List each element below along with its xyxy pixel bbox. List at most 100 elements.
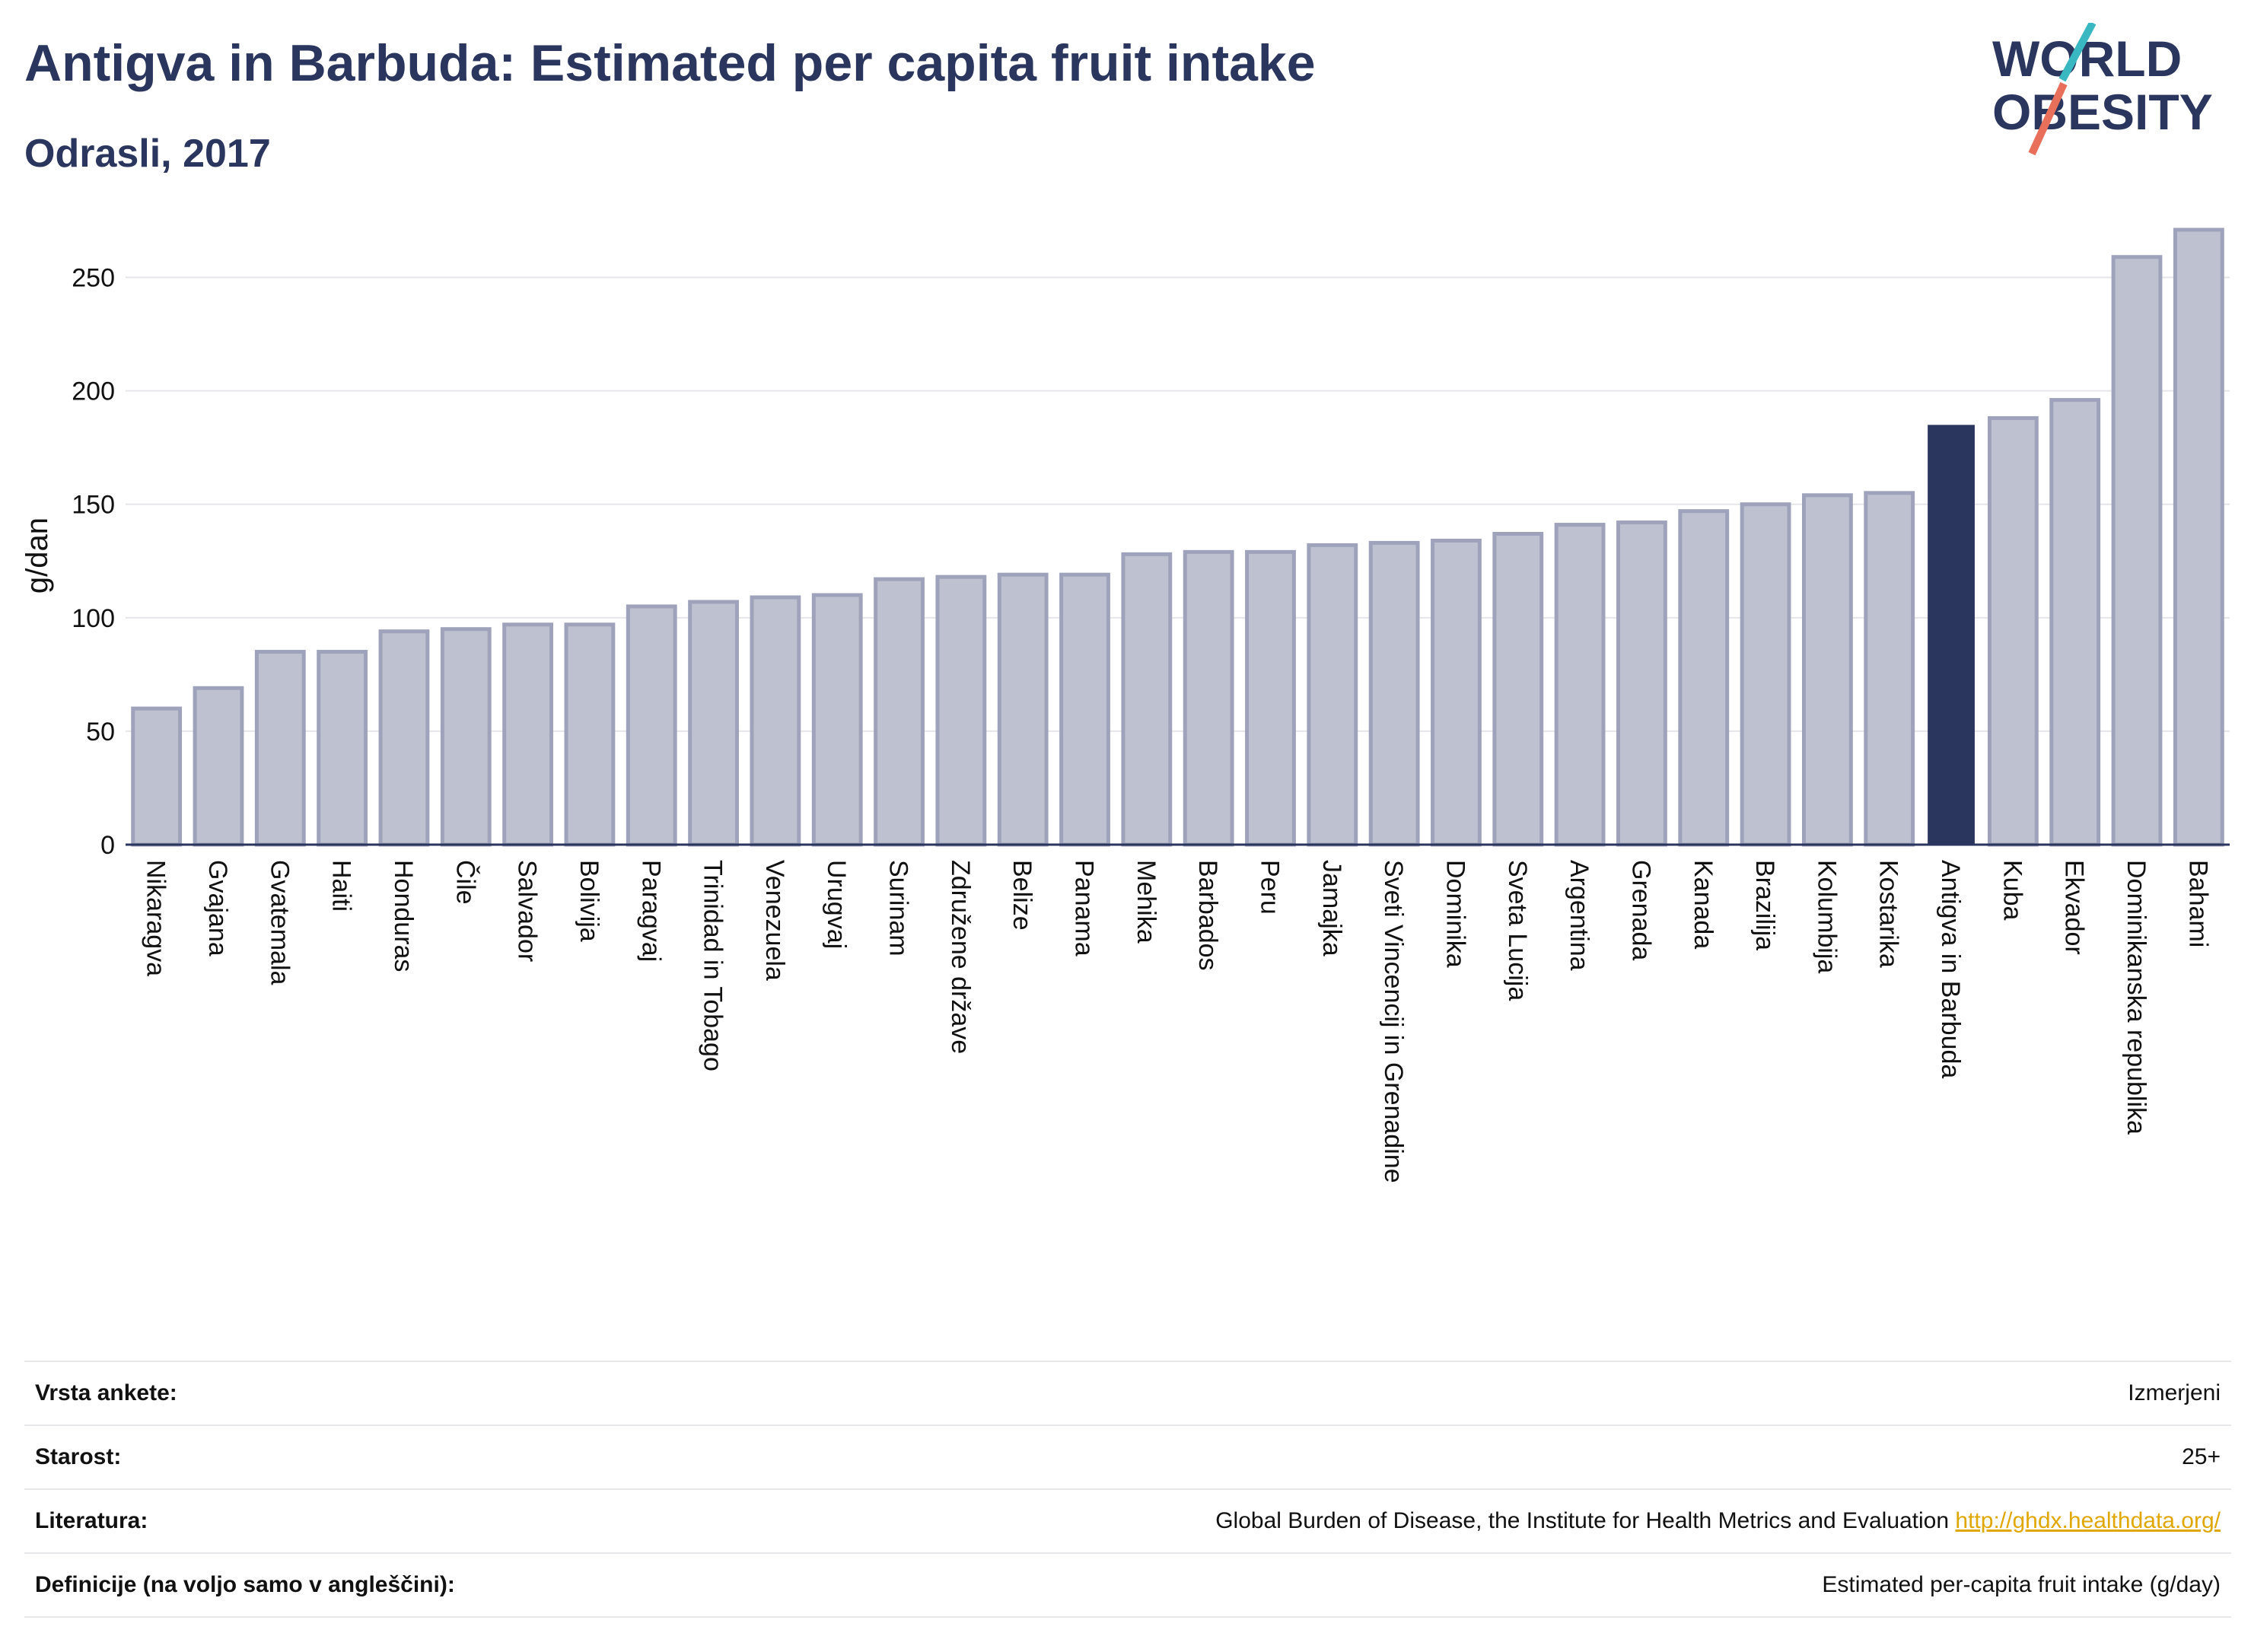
x-tick-label: Jamajka — [1317, 860, 1346, 957]
x-tick-label: Venezuela — [760, 860, 789, 981]
x-tick-label: Nikaragva — [142, 860, 170, 976]
x-tick-label: Grenada — [1626, 860, 1655, 960]
bar — [378, 629, 430, 847]
x-tick-label: Trinidad in Tobago — [699, 860, 728, 1071]
bar — [440, 627, 492, 847]
x-tick-label: Barbados — [1193, 860, 1222, 971]
bar — [1616, 520, 1667, 847]
info-value: Estimated per-capita fruit intake (g/day… — [687, 1552, 2231, 1618]
info-key: Literatura: — [24, 1488, 688, 1553]
x-tick-label: Peru — [1255, 860, 1284, 915]
bar — [1492, 531, 1544, 847]
x-tick-label: Bahami — [2183, 860, 2212, 947]
bar — [1801, 493, 1853, 847]
bar — [1307, 543, 1358, 847]
bar-highlight — [1928, 425, 1975, 845]
bar — [2111, 255, 2163, 847]
x-tick-label: Kanada — [1689, 860, 1718, 949]
y-tick-label: 250 — [72, 264, 115, 293]
bar — [750, 595, 801, 847]
info-table: Vrsta ankete: Izmerjeni Starost: 25+ Lit… — [24, 1361, 2231, 1618]
bar — [1183, 549, 1234, 847]
x-tick-label: Haiti — [327, 860, 356, 912]
x-tick-label: Dominikanska republika — [2122, 860, 2151, 1135]
bar — [1245, 549, 1296, 847]
x-tick-label: Gvatemala — [265, 860, 294, 985]
x-tick-label: Mehika — [1132, 860, 1161, 944]
bar — [874, 577, 925, 847]
bar — [131, 706, 183, 847]
bar — [1368, 540, 1420, 847]
bar — [2049, 398, 2101, 847]
bar — [1864, 491, 1915, 847]
info-key: Definicije (na voljo samo v angleščini): — [24, 1552, 688, 1618]
bar — [1678, 509, 1730, 847]
x-tick-label: Čile — [451, 860, 479, 905]
y-tick-label: 150 — [72, 491, 115, 520]
bar-chart: 0 50 100 150 200 250 Nikaragva Gvajana Gvatemal… — [21, 228, 2230, 1183]
info-value: Izmerjeni — [687, 1361, 2231, 1425]
x-tick-label: Bolivija — [575, 860, 603, 942]
info-row-definitions: Definicije (na voljo samo v angleščini):… — [24, 1552, 2231, 1618]
bar — [502, 622, 554, 847]
x-tick-label: Antigva in Barbuda — [1936, 860, 1965, 1078]
x-tick-label: Ekvador — [2060, 860, 2089, 955]
x-tick-label: Sveta Lucija — [1503, 860, 1532, 1001]
y-tick-label: 0 — [100, 831, 115, 860]
x-tick-label: Kostarika — [1874, 860, 1903, 968]
x-tick-label: Združene države — [946, 860, 975, 1054]
y-axis-label: g/dan — [21, 517, 54, 594]
bar — [811, 593, 863, 847]
x-tick-label: Honduras — [389, 860, 418, 972]
info-value: 25+ — [687, 1424, 2231, 1489]
y-tick-label: 50 — [86, 718, 115, 746]
bar — [935, 575, 987, 847]
logo-slash-top — [2058, 23, 2097, 82]
x-tick-labels: Nikaragva Gvajana Gvatemala Haiti Honduras Či… — [142, 860, 2213, 1183]
x-tick-label: Gvajana — [203, 860, 232, 957]
bar — [317, 650, 368, 847]
bar — [2173, 228, 2224, 847]
bar — [1740, 502, 1791, 847]
bar — [1431, 538, 1482, 847]
x-tick-label: Panama — [1070, 860, 1099, 957]
bar — [626, 604, 677, 847]
chart-subtitle: Odrasli, 2017 — [24, 132, 271, 176]
chart-title: Antigva in Barbuda: Estimated per capita… — [24, 34, 1316, 92]
x-tick-label: Argentina — [1565, 860, 1594, 971]
info-value-cell: Global Burden of Disease, the Institute … — [687, 1488, 2231, 1553]
y-tick-label: 100 — [72, 604, 115, 633]
logo-slash-bottom — [2028, 81, 2068, 156]
info-key: Vrsta ankete: — [24, 1361, 688, 1425]
x-tick-label: Paragvaj — [636, 860, 665, 962]
info-row-age: Starost: 25+ — [24, 1424, 2231, 1489]
bar — [1987, 415, 2039, 847]
bar — [1121, 552, 1173, 847]
x-tick-label: Belize — [1008, 860, 1036, 931]
x-tick-label: Kolumbija — [1812, 860, 1841, 973]
y-tick-label: 200 — [72, 377, 115, 406]
x-tick-label: Brazilija — [1750, 860, 1779, 950]
x-tick-label: Kuba — [1998, 860, 2027, 920]
y-tick-labels: 0 50 100 150 200 250 — [72, 264, 115, 860]
bar — [564, 622, 616, 847]
bar — [688, 600, 739, 847]
info-value: Global Burden of Disease, the Institute … — [1215, 1508, 1950, 1533]
bars — [131, 228, 2224, 847]
reference-link[interactable]: http://ghdx.healthdata.org/ — [1955, 1508, 2221, 1533]
bar — [1554, 523, 1606, 847]
x-tick-label: Dominika — [1441, 860, 1469, 968]
logo-word-obesity: OBESITY — [1992, 84, 2213, 140]
bar — [1059, 572, 1110, 847]
x-tick-label: Urugvaj — [822, 860, 851, 949]
x-tick-label: Surinam — [884, 860, 913, 957]
bar — [193, 686, 244, 847]
bar — [254, 650, 306, 847]
bar — [997, 572, 1049, 847]
info-key: Starost: — [24, 1424, 688, 1489]
info-row-references: Literatura: Global Burden of Disease, th… — [24, 1488, 2231, 1553]
x-tick-label: Salvador — [513, 860, 542, 962]
info-row-survey-type: Vrsta ankete: Izmerjeni — [24, 1361, 2231, 1425]
x-tick-label: Sveti Vincencij in Grenadine — [1379, 860, 1408, 1183]
world-obesity-logo: WORLD OBESITY — [1992, 23, 2213, 156]
